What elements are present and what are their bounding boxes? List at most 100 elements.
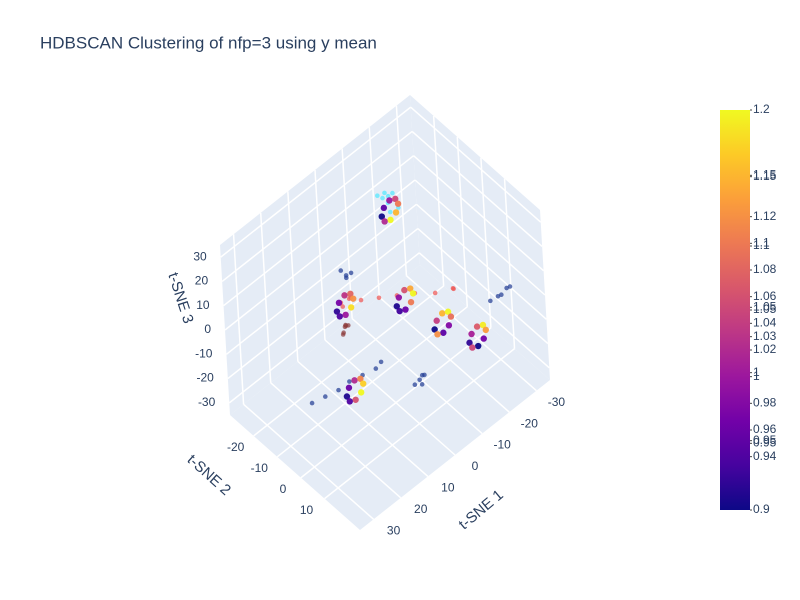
grid-line <box>221 130 413 283</box>
x-tick-label: -30 <box>548 395 566 409</box>
z-tick-label: -10 <box>195 346 213 360</box>
point <box>380 195 385 201</box>
x-tick-label: -10 <box>493 438 511 452</box>
colorbar-tick-label: 1.04 <box>753 316 777 330</box>
y-tick-label: 0 <box>280 482 287 496</box>
point <box>447 313 455 320</box>
point <box>407 298 415 306</box>
grid-line <box>351 318 483 435</box>
grid-line <box>228 252 420 404</box>
point <box>380 204 388 212</box>
grid-line <box>413 155 545 272</box>
point <box>338 268 344 273</box>
point <box>347 379 352 384</box>
colorbar-tick-label: 1.06 <box>753 289 777 303</box>
x-tick-label: 10 <box>441 481 455 495</box>
grid-line <box>225 203 417 355</box>
colorbar-tick-label: 1.05 <box>753 300 777 314</box>
point <box>381 218 388 225</box>
grid-line <box>418 252 550 369</box>
point <box>336 313 343 320</box>
point <box>468 330 475 338</box>
colorbar-tick-label: 1.12 <box>753 209 777 223</box>
point <box>392 195 399 203</box>
grid-line <box>270 382 402 499</box>
point <box>322 394 328 399</box>
point <box>386 197 393 204</box>
point <box>475 342 482 350</box>
z-axis-title: t-SNE 3 <box>164 270 196 325</box>
point <box>432 290 438 296</box>
grid-line <box>324 348 516 500</box>
y-tick-label: -10 <box>251 461 269 475</box>
point <box>402 306 409 313</box>
point <box>507 284 513 289</box>
point <box>336 387 341 393</box>
point <box>341 292 348 299</box>
colorbar-tick-label: 1.08 <box>753 262 777 276</box>
point <box>444 308 452 315</box>
point <box>352 396 359 403</box>
point <box>340 304 346 309</box>
point <box>401 286 408 294</box>
y-axis-title: t-SNE 2 <box>184 451 234 499</box>
point <box>466 339 473 346</box>
grid-line <box>415 203 547 320</box>
z-tick-label: 20 <box>195 274 209 288</box>
z-tick-label: 0 <box>204 322 211 336</box>
point <box>351 377 358 384</box>
point <box>387 216 394 224</box>
grid-line <box>410 106 542 223</box>
chart-title: HDBSCAN Clustering of nfp=3 using y mean <box>40 33 377 52</box>
point <box>378 213 385 220</box>
point <box>440 329 447 336</box>
grid-line <box>223 155 415 307</box>
point <box>469 344 476 351</box>
point <box>390 190 395 196</box>
point <box>395 294 403 301</box>
point <box>392 209 400 216</box>
colorbar-tick-label: 1.15 <box>753 168 777 182</box>
point <box>393 303 400 310</box>
z-tick-label: -30 <box>198 395 216 409</box>
y-tick-label: -20 <box>227 440 245 454</box>
colorbar-tick-label: 0.95 <box>753 436 777 450</box>
point <box>479 321 487 329</box>
grid-line <box>324 339 456 456</box>
x-axis-title: t-SNE 1 <box>456 486 507 533</box>
x-tick-label: 30 <box>387 523 401 537</box>
point <box>343 393 351 400</box>
colorbar-tick-label: 1.02 <box>753 342 777 356</box>
colorbar-tick-label: 0.96 <box>753 422 777 436</box>
colorbar-tick-label: 1.15 <box>753 169 777 183</box>
z-tick-label: 30 <box>193 249 207 263</box>
grid-line <box>253 285 445 437</box>
grid-line <box>417 228 549 345</box>
point <box>335 299 343 307</box>
point <box>333 308 341 315</box>
x-tick-label: -20 <box>521 416 539 430</box>
colorbar-tick-label: 0.9 <box>753 502 770 516</box>
colorbar <box>720 110 750 510</box>
point <box>445 322 453 329</box>
point <box>340 332 346 337</box>
grid-line <box>378 296 510 413</box>
point <box>419 382 425 387</box>
colorbar-tick-label: 0.95 <box>753 433 777 447</box>
grid-line <box>220 106 412 258</box>
point <box>394 200 402 207</box>
point <box>342 311 349 319</box>
grid-line <box>414 179 546 296</box>
point <box>396 307 403 315</box>
point <box>482 326 489 334</box>
colorbar-tick-label: 1 <box>753 369 760 383</box>
point <box>434 331 441 338</box>
grid-line <box>411 130 543 247</box>
point <box>412 382 418 388</box>
z-tick-label: 10 <box>196 298 210 312</box>
point <box>375 193 380 198</box>
grid-line <box>243 403 375 520</box>
point <box>451 286 456 292</box>
colorbar-tick-label: 1 <box>753 365 760 379</box>
